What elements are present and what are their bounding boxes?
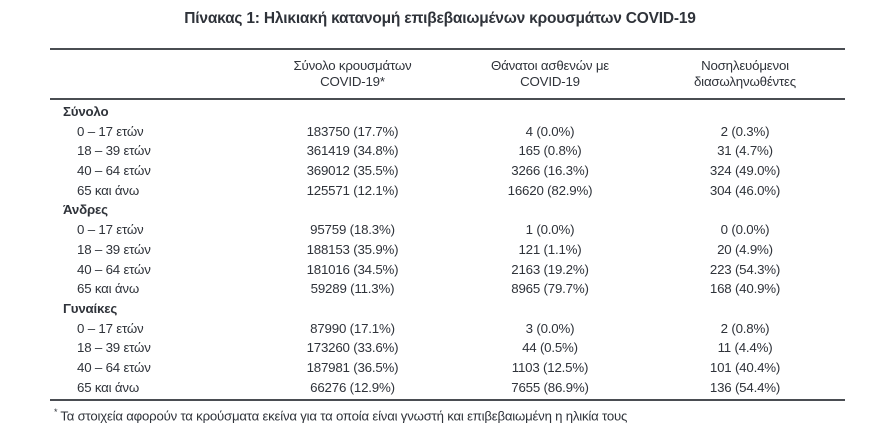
- intubated-value: 136 (54.4%): [709, 379, 781, 395]
- cases-value: 66276 (12.9%): [310, 379, 395, 395]
- footnote-marker: *: [54, 407, 58, 418]
- row-label: 18 – 39 ετών: [77, 143, 151, 159]
- intubated-value: 11 (4.4%): [717, 340, 773, 356]
- cases-value: 183750 (17.7%): [306, 123, 399, 139]
- header-intubated-label: Νοσηλευόμενοι διασωληνωθέντες: [693, 58, 796, 89]
- table-row: 40 – 64 ετών 187981 (36.5%) 1103 (12.5%)…: [50, 358, 845, 378]
- intubated-value: 324 (49.0%): [709, 163, 781, 179]
- section-row-men: Άνδρες: [50, 200, 845, 220]
- row-label: 40 – 64 ετών: [77, 163, 151, 179]
- table-row: 0 – 17 ετών 87990 (17.1%) 3 (0.0%) 2 (0.…: [50, 319, 845, 339]
- table-row: 18 – 39 ετών 361419 (34.8%) 165 (0.8%) 3…: [50, 141, 845, 161]
- table-body: Σύνολο 0 – 17 ετών 183750 (17.7%) 4 (0.0…: [50, 98, 845, 402]
- age-distribution-table: Σύνολο κρουσμάτων COVID-19* Θάνατοι ασθε…: [50, 48, 845, 402]
- intubated-value: 0 (0.0%): [720, 222, 770, 238]
- header-cases: Σύνολο κρουσμάτων COVID-19*: [250, 58, 455, 90]
- row-label: 65 και άνω: [77, 182, 140, 198]
- page-title: Πίνακας 1: Ηλικιακή κατανομή επιβεβαιωμέ…: [184, 10, 696, 27]
- deaths-value: 7655 (86.9%): [511, 379, 589, 395]
- deaths-value: 165 (0.8%): [518, 143, 582, 159]
- table-row: 18 – 39 ετών 188153 (35.9%) 121 (1.1%) 2…: [50, 240, 845, 260]
- intubated-value: 20 (4.9%): [717, 241, 773, 257]
- cases-value: 173260 (33.6%): [306, 340, 399, 356]
- section-row-women: Γυναίκες: [50, 299, 845, 319]
- row-label: 40 – 64 ετών: [77, 359, 151, 375]
- header-deaths: Θάνατοι ασθενών με COVID-19: [455, 58, 645, 90]
- row-label: 0 – 17 ετών: [77, 222, 144, 238]
- intubated-value: 101 (40.4%): [709, 359, 781, 375]
- deaths-value: 3266 (16.3%): [511, 163, 589, 179]
- cases-value: 59289 (11.3%): [310, 281, 395, 297]
- row-label: 40 – 64 ετών: [77, 261, 151, 277]
- table-row: 0 – 17 ετών 95759 (18.3%) 1 (0.0%) 0 (0.…: [50, 220, 845, 240]
- table-row: 40 – 64 ετών 181016 (34.5%) 2163 (19.2%)…: [50, 260, 845, 280]
- cases-value: 125571 (12.1%): [306, 182, 399, 198]
- deaths-value: 1 (0.0%): [525, 222, 575, 238]
- cases-value: 187981 (36.5%): [306, 359, 399, 375]
- cases-value: 181016 (34.5%): [306, 261, 399, 277]
- row-label: 18 – 39 ετών: [77, 340, 151, 356]
- cases-value: 188153 (35.9%): [306, 241, 399, 257]
- header-intubated: Νοσηλευόμενοι διασωληνωθέντες: [645, 58, 845, 90]
- deaths-value: 1103 (12.5%): [511, 359, 589, 375]
- intubated-value: 2 (0.8%): [720, 320, 770, 336]
- row-label: 65 και άνω: [77, 281, 140, 297]
- table-row: 65 και άνω 66276 (12.9%) 7655 (86.9%) 13…: [50, 378, 845, 398]
- intubated-value: 2 (0.3%): [720, 123, 770, 139]
- table-row: 18 – 39 ετών 173260 (33.6%) 44 (0.5%) 11…: [50, 338, 845, 358]
- deaths-value: 3 (0.0%): [525, 320, 575, 336]
- deaths-value: 8965 (79.7%): [511, 281, 589, 297]
- cases-value: 369012 (35.5%): [306, 163, 399, 179]
- section-row-total: Σύνολο: [50, 102, 845, 122]
- intubated-value: 304 (46.0%): [709, 182, 781, 198]
- table-row: 40 – 64 ετών 369012 (35.5%) 3266 (16.3%)…: [50, 161, 845, 181]
- cases-value: 361419 (34.8%): [306, 143, 399, 159]
- deaths-value: 2163 (19.2%): [511, 261, 589, 277]
- footnote: * Τα στοιχεία αφορούν τα κρούσματα εκείνα…: [50, 401, 845, 424]
- header-cases-label: Σύνολο κρουσμάτων COVID-19*: [293, 58, 412, 89]
- row-label: 0 – 17 ετών: [77, 320, 144, 336]
- row-label: 65 και άνω: [77, 379, 140, 395]
- table-row: 65 και άνω 125571 (12.1%) 16620 (82.9%) …: [50, 181, 845, 201]
- row-label: 0 – 17 ετών: [77, 123, 144, 139]
- intubated-value: 31 (4.7%): [717, 143, 773, 159]
- cases-value: 87990 (17.1%): [310, 320, 395, 336]
- cases-value: 95759 (18.3%): [310, 222, 395, 238]
- table-row: 65 και άνω 59289 (11.3%) 8965 (79.7%) 16…: [50, 279, 845, 299]
- row-label: 18 – 39 ετών: [77, 241, 151, 257]
- intubated-value: 168 (40.9%): [709, 281, 781, 297]
- section-label: Σύνολο: [63, 104, 109, 119]
- footnote-text: Τα στοιχεία αφορούν τα κρούσματα εκείνα …: [60, 408, 628, 424]
- section-label: Άνδρες: [63, 202, 108, 218]
- table-header-row: Σύνολο κρουσμάτων COVID-19* Θάνατοι ασθε…: [50, 48, 845, 98]
- header-deaths-label: Θάνατοι ασθενών με COVID-19: [490, 58, 610, 89]
- deaths-value: 16620 (82.9%): [507, 182, 593, 198]
- deaths-value: 121 (1.1%): [518, 241, 582, 257]
- section-label: Γυναίκες: [63, 300, 118, 316]
- deaths-value: 4 (0.0%): [525, 123, 575, 139]
- deaths-value: 44 (0.5%): [522, 340, 578, 356]
- intubated-value: 223 (54.3%): [709, 261, 781, 277]
- table-row: 0 – 17 ετών 183750 (17.7%) 4 (0.0%) 2 (0…: [50, 122, 845, 142]
